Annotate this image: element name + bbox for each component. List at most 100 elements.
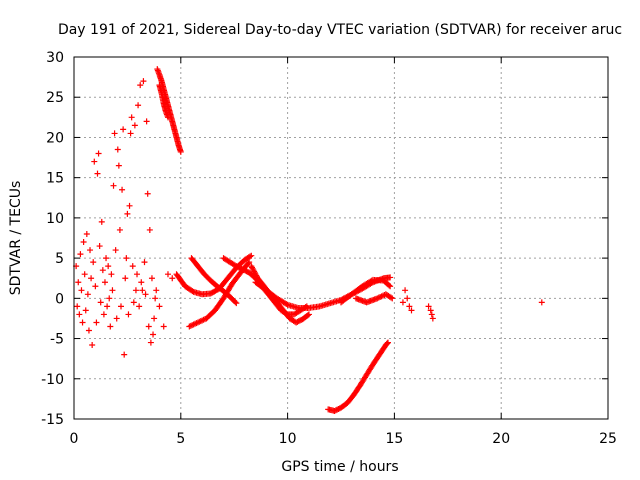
data-point-marker bbox=[109, 287, 116, 294]
grid-lines bbox=[74, 57, 608, 419]
x-tick-label: 0 bbox=[70, 431, 79, 447]
data-point-marker bbox=[164, 271, 171, 278]
data-point-marker bbox=[125, 311, 132, 318]
data-point-marker bbox=[91, 158, 98, 165]
data-point-marker bbox=[92, 283, 99, 290]
data-point-marker bbox=[106, 295, 113, 302]
data-point-marker bbox=[90, 259, 97, 266]
data-point-marker bbox=[79, 319, 86, 326]
data-point-marker bbox=[164, 114, 171, 121]
x-axis-label: GPS time / hours bbox=[281, 459, 398, 475]
data-point-marker bbox=[538, 299, 545, 306]
data-point-marker bbox=[142, 291, 149, 298]
data-point-marker bbox=[105, 263, 112, 270]
data-point-marker bbox=[101, 279, 108, 286]
data-point-marker bbox=[81, 271, 88, 278]
data-point-marker bbox=[151, 315, 158, 322]
data-point-marker bbox=[384, 339, 391, 346]
data-point-marker bbox=[135, 102, 142, 109]
series-mid-arc-h bbox=[352, 291, 396, 306]
y-tick-label: 30 bbox=[46, 50, 64, 66]
data-point-marker bbox=[95, 150, 102, 157]
data-point-marker bbox=[74, 303, 81, 310]
x-tick-label: 25 bbox=[599, 431, 617, 447]
data-point-marker bbox=[152, 295, 159, 302]
data-point-marker bbox=[88, 275, 95, 282]
data-point-marker bbox=[233, 300, 240, 307]
y-tick-label: 20 bbox=[46, 130, 64, 146]
data-point-marker bbox=[428, 311, 435, 318]
data-point-marker bbox=[139, 287, 146, 294]
data-point-marker bbox=[427, 307, 434, 314]
series-mid-arc-c bbox=[186, 259, 253, 330]
data-point-marker bbox=[89, 341, 96, 348]
series-late-points bbox=[399, 287, 545, 322]
y-tick-label: 25 bbox=[46, 90, 64, 106]
data-point-marker bbox=[141, 259, 148, 266]
data-point-marker bbox=[146, 226, 153, 233]
data-point-marker bbox=[177, 148, 184, 155]
data-point-marker bbox=[386, 282, 393, 289]
series-descending-arc-late bbox=[156, 82, 171, 121]
data-point-marker bbox=[384, 340, 391, 347]
plot-frame bbox=[73, 56, 609, 420]
data-points bbox=[73, 66, 545, 414]
data-point-marker bbox=[124, 210, 131, 217]
data-point-marker bbox=[153, 287, 160, 294]
data-point-marker bbox=[112, 247, 119, 254]
data-point-marker bbox=[126, 202, 133, 209]
data-point-marker bbox=[115, 162, 122, 169]
series-mid-arc-g bbox=[338, 276, 394, 306]
data-point-marker bbox=[147, 339, 154, 346]
y-tick-label: 5 bbox=[55, 251, 64, 267]
data-point-marker bbox=[78, 287, 85, 294]
data-point-marker bbox=[283, 300, 290, 307]
data-point-marker bbox=[387, 274, 394, 281]
data-point-marker bbox=[76, 311, 83, 318]
data-point-marker bbox=[85, 327, 92, 334]
data-point-marker bbox=[387, 294, 394, 301]
data-point-marker bbox=[98, 218, 105, 225]
data-point-marker bbox=[119, 186, 126, 193]
data-point-marker bbox=[305, 311, 312, 318]
data-point-marker bbox=[144, 190, 151, 197]
series-scattered-early bbox=[73, 78, 176, 358]
data-point-marker bbox=[114, 146, 121, 153]
data-point-marker bbox=[404, 295, 411, 302]
series-descending-arc-early bbox=[154, 66, 184, 155]
data-point-marker bbox=[140, 78, 147, 85]
chart-title: Day 191 of 2021, Sidereal Day-to-day VTE… bbox=[58, 22, 622, 38]
data-point-marker bbox=[425, 303, 432, 310]
x-tick-label: 20 bbox=[492, 431, 510, 447]
data-point-marker bbox=[93, 319, 100, 326]
data-point-marker bbox=[232, 299, 239, 306]
x-tick-label: 15 bbox=[385, 431, 403, 447]
y-tick-label: -15 bbox=[41, 412, 64, 428]
data-point-marker bbox=[107, 323, 114, 330]
data-point-marker bbox=[117, 303, 124, 310]
data-point-marker bbox=[246, 259, 253, 266]
data-point-marker bbox=[77, 251, 84, 258]
data-point-marker bbox=[80, 239, 87, 246]
x-tick-label: 5 bbox=[176, 431, 185, 447]
data-point-marker bbox=[103, 255, 110, 262]
data-point-marker bbox=[82, 307, 89, 314]
data-point-marker bbox=[100, 311, 107, 318]
data-point-marker bbox=[96, 243, 103, 250]
data-point-marker bbox=[128, 114, 135, 121]
data-point-marker bbox=[121, 351, 128, 358]
data-point-marker bbox=[429, 315, 436, 322]
y-tick-label: 0 bbox=[55, 291, 64, 307]
data-point-marker bbox=[408, 307, 415, 314]
data-point-marker bbox=[399, 299, 406, 306]
x-tick-label: 10 bbox=[279, 431, 297, 447]
y-tick-label: 15 bbox=[46, 171, 64, 187]
data-point-marker bbox=[131, 122, 138, 129]
data-point-marker bbox=[116, 226, 123, 233]
data-point-marker bbox=[389, 295, 396, 302]
data-point-marker bbox=[111, 130, 118, 137]
data-point-marker bbox=[150, 331, 157, 338]
data-point-marker bbox=[134, 271, 141, 278]
y-tick-label: -5 bbox=[50, 332, 64, 348]
